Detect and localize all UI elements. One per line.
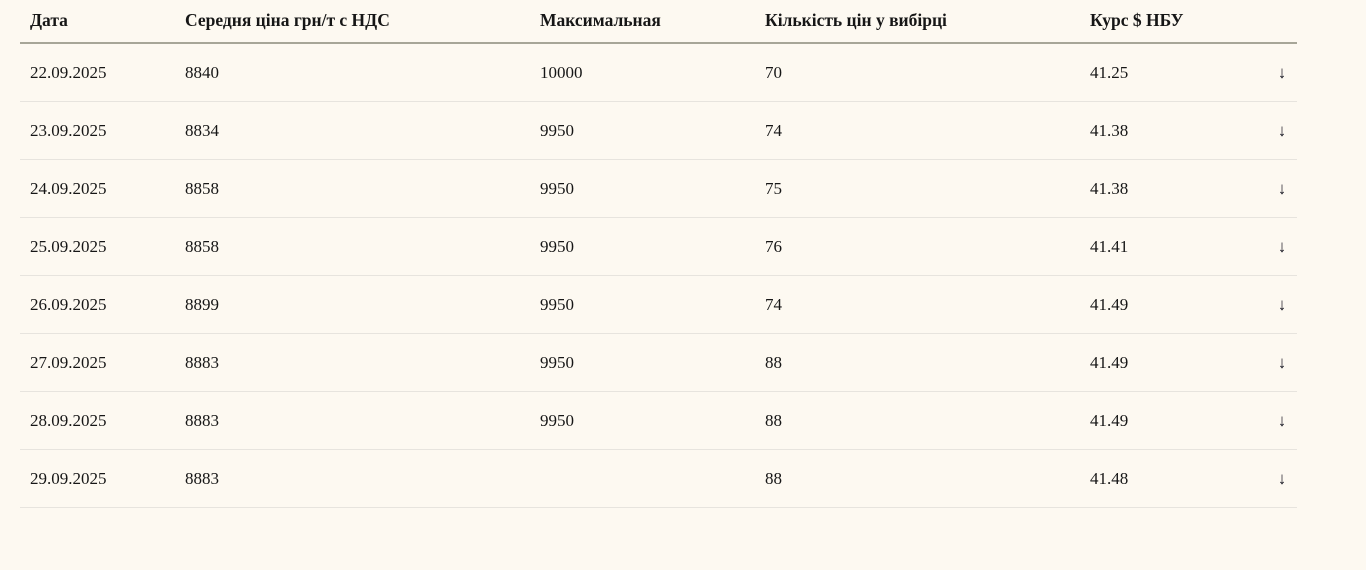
max-price-cell: 10000 xyxy=(530,43,755,102)
arrow-down-icon[interactable]: ↓ xyxy=(1277,469,1287,488)
arrow-down-icon[interactable]: ↓ xyxy=(1277,411,1287,430)
date-cell: 29.09.2025 xyxy=(20,449,175,508)
sample-count-cell: 88 xyxy=(755,449,1080,508)
header-row: Дата Середня ціна грн/т с НДС Максимальн… xyxy=(20,0,1297,44)
max-price-cell xyxy=(530,449,755,508)
usd-rate-cell: 41.25 xyxy=(1080,43,1271,102)
usd-rate-cell: 41.49 xyxy=(1080,275,1271,334)
date-cell: 25.09.2025 xyxy=(20,217,175,276)
table-row: 28.09.2025 8883 9950 88 41.49 ↓ xyxy=(20,391,1297,450)
row-action-cell: ↓ xyxy=(1271,275,1297,334)
usd-rate-cell: 41.49 xyxy=(1080,333,1271,392)
usd-rate-cell: 41.38 xyxy=(1080,101,1271,160)
max-price-cell: 9950 xyxy=(530,101,755,160)
column-header-sample-count: Кількість цін у вибірці xyxy=(755,0,1080,44)
row-action-cell: ↓ xyxy=(1271,159,1297,218)
table-row: 29.09.2025 8883 88 41.48 ↓ xyxy=(20,449,1297,508)
column-header-usd-rate: Курс $ НБУ xyxy=(1080,0,1271,44)
date-cell: 23.09.2025 xyxy=(20,101,175,160)
price-table: Дата Середня ціна грн/т с НДС Максимальн… xyxy=(20,0,1297,508)
arrow-down-icon[interactable]: ↓ xyxy=(1277,353,1287,372)
avg-price-cell: 8883 xyxy=(175,333,530,392)
table-row: 27.09.2025 8883 9950 88 41.49 ↓ xyxy=(20,333,1297,392)
sample-count-cell: 70 xyxy=(755,43,1080,102)
column-header-date: Дата xyxy=(20,0,175,44)
sample-count-cell: 88 xyxy=(755,333,1080,392)
max-price-cell: 9950 xyxy=(530,275,755,334)
avg-price-cell: 8899 xyxy=(175,275,530,334)
column-header-max-price: Максимальная xyxy=(530,0,755,44)
row-action-cell: ↓ xyxy=(1271,101,1297,160)
table-row: 23.09.2025 8834 9950 74 41.38 ↓ xyxy=(20,101,1297,160)
usd-rate-cell: 41.49 xyxy=(1080,391,1271,450)
avg-price-cell: 8883 xyxy=(175,391,530,450)
max-price-cell: 9950 xyxy=(530,217,755,276)
sample-count-cell: 74 xyxy=(755,275,1080,334)
max-price-cell: 9950 xyxy=(530,159,755,218)
row-action-cell: ↓ xyxy=(1271,43,1297,102)
avg-price-cell: 8858 xyxy=(175,159,530,218)
sample-count-cell: 88 xyxy=(755,391,1080,450)
table-row: 25.09.2025 8858 9950 76 41.41 ↓ xyxy=(20,217,1297,276)
row-action-cell: ↓ xyxy=(1271,391,1297,450)
avg-price-cell: 8883 xyxy=(175,449,530,508)
date-cell: 22.09.2025 xyxy=(20,43,175,102)
max-price-cell: 9950 xyxy=(530,391,755,450)
date-cell: 27.09.2025 xyxy=(20,333,175,392)
sample-count-cell: 76 xyxy=(755,217,1080,276)
usd-rate-cell: 41.41 xyxy=(1080,217,1271,276)
column-header-avg-price: Середня ціна грн/т с НДС xyxy=(175,0,530,44)
table-row: 22.09.2025 8840 10000 70 41.25 ↓ xyxy=(20,43,1297,102)
arrow-down-icon[interactable]: ↓ xyxy=(1277,63,1287,82)
price-table-section: Дата Середня ціна грн/т с НДС Максимальн… xyxy=(20,0,1297,508)
table-header: Дата Середня ціна грн/т с НДС Максимальн… xyxy=(20,0,1297,44)
arrow-down-icon[interactable]: ↓ xyxy=(1277,295,1287,314)
avg-price-cell: 8840 xyxy=(175,43,530,102)
row-action-cell: ↓ xyxy=(1271,449,1297,508)
sample-count-cell: 74 xyxy=(755,101,1080,160)
column-header-actions xyxy=(1271,0,1297,44)
arrow-down-icon[interactable]: ↓ xyxy=(1277,179,1287,198)
date-cell: 28.09.2025 xyxy=(20,391,175,450)
date-cell: 26.09.2025 xyxy=(20,275,175,334)
table-row: 24.09.2025 8858 9950 75 41.38 ↓ xyxy=(20,159,1297,218)
avg-price-cell: 8858 xyxy=(175,217,530,276)
sample-count-cell: 75 xyxy=(755,159,1080,218)
date-cell: 24.09.2025 xyxy=(20,159,175,218)
avg-price-cell: 8834 xyxy=(175,101,530,160)
arrow-down-icon[interactable]: ↓ xyxy=(1277,237,1287,256)
usd-rate-cell: 41.48 xyxy=(1080,449,1271,508)
table-row: 26.09.2025 8899 9950 74 41.49 ↓ xyxy=(20,275,1297,334)
usd-rate-cell: 41.38 xyxy=(1080,159,1271,218)
row-action-cell: ↓ xyxy=(1271,333,1297,392)
arrow-down-icon[interactable]: ↓ xyxy=(1277,121,1287,140)
table-body: 22.09.2025 8840 10000 70 41.25 ↓ 23.09.2… xyxy=(20,43,1297,508)
row-action-cell: ↓ xyxy=(1271,217,1297,276)
max-price-cell: 9950 xyxy=(530,333,755,392)
